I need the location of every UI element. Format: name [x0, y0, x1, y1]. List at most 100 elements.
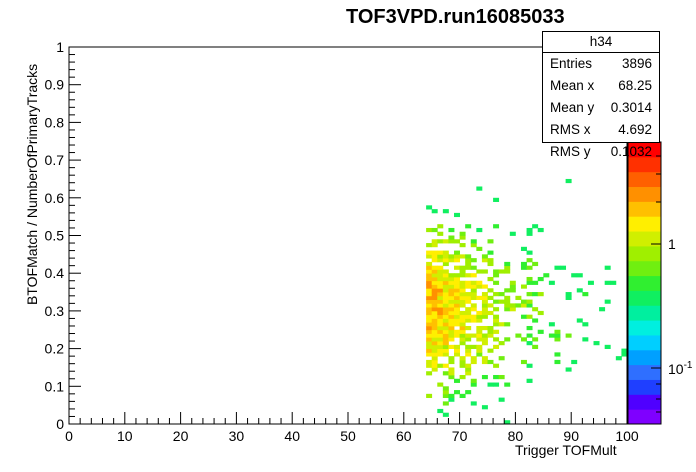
histogram-bin [454, 344, 460, 349]
histogram-bin [448, 299, 455, 304]
histogram-bin [526, 299, 533, 304]
histogram-bin [426, 307, 433, 312]
histogram-bin [431, 367, 438, 372]
histogram-bin [437, 250, 444, 255]
histogram-bin [470, 378, 477, 383]
histogram-bin [426, 371, 433, 376]
histogram-bin [426, 284, 433, 289]
histogram-bin [459, 269, 466, 274]
histogram-bin [442, 288, 449, 293]
histogram-bin [481, 333, 488, 338]
histogram-bin [431, 299, 438, 304]
histogram-bin [520, 261, 527, 267]
histogram-bin [470, 239, 477, 244]
histogram-bin [431, 280, 438, 285]
histogram-bin [431, 209, 438, 214]
histogram-bin [448, 371, 455, 376]
histogram-bin [487, 382, 494, 387]
histogram-bin [459, 288, 466, 293]
histogram-bin [459, 393, 466, 399]
x-axis-label: Trigger TOFMult [515, 442, 617, 458]
histogram-bin [442, 329, 449, 334]
histogram-bin [442, 390, 449, 395]
histogram-bin [493, 224, 500, 229]
histogram-bin [448, 318, 455, 323]
histogram-bin [504, 269, 511, 274]
histogram-bin [548, 333, 555, 338]
histogram-bin [431, 310, 438, 316]
stats-row-mean-y: Mean y 0.3014 [543, 97, 659, 119]
histogram-bin [476, 295, 483, 300]
histogram-bin [526, 250, 533, 255]
histogram-bin [437, 363, 444, 368]
histogram-bin [431, 356, 438, 361]
palette-swatch [628, 334, 661, 351]
histogram-bin [431, 284, 438, 289]
histogram-bin [454, 390, 460, 395]
histogram-bin [476, 284, 483, 289]
histogram-bin [426, 295, 433, 300]
histogram-bin [487, 348, 494, 353]
histogram-bin [454, 276, 460, 282]
x-tick-label: 20 [173, 428, 189, 444]
histogram-bin [431, 307, 438, 312]
histogram-bin [442, 284, 449, 289]
histogram-bin [448, 295, 455, 300]
histogram-bin [476, 280, 483, 285]
histogram-bin [504, 382, 511, 387]
histogram-bin [442, 337, 449, 342]
histogram-bin [520, 299, 527, 304]
histogram-bin [526, 231, 533, 236]
histogram-bin [526, 258, 533, 263]
histogram-bin [459, 318, 466, 323]
histogram-bin [487, 329, 494, 334]
histogram-bin [437, 276, 444, 282]
histogram-bin [470, 288, 477, 293]
histogram-bin [459, 235, 466, 240]
histogram-bin [431, 295, 438, 300]
histogram-bin [532, 224, 539, 229]
histogram-bin [442, 348, 449, 353]
x-tick-label: 30 [229, 428, 245, 444]
histogram-bin [526, 276, 533, 282]
histogram-bin [493, 292, 500, 297]
histogram-bin [487, 258, 494, 263]
histogram-bin [465, 280, 472, 285]
histogram-bin [437, 265, 444, 270]
histogram-bin [442, 412, 449, 417]
histogram-bin [481, 405, 488, 410]
histogram-bin [459, 322, 466, 327]
histogram-bin [481, 310, 488, 316]
histogram-bin [604, 344, 611, 349]
z-tick-label: 10-1 [668, 360, 693, 377]
histogram-bin [426, 299, 433, 304]
histogram-bin [431, 269, 438, 274]
histogram-bin [476, 348, 483, 353]
histogram-bin [470, 382, 477, 387]
histogram-bin [509, 307, 516, 312]
palette-swatch [628, 186, 661, 202]
y-tick-label: 0.5 [45, 228, 65, 244]
histogram-bin [437, 269, 444, 274]
histogram-bin [448, 344, 455, 349]
histogram-bin [448, 273, 455, 278]
histogram-bin [487, 250, 494, 255]
histogram-bin [442, 333, 449, 338]
histogram-bin [459, 356, 466, 361]
histogram-bin [476, 333, 483, 338]
histogram-bin [437, 299, 444, 304]
stats-label: RMS x [550, 122, 591, 137]
histogram-bin [442, 310, 449, 316]
histogram-bin [526, 280, 533, 285]
histogram-bin [498, 292, 505, 297]
histogram-bin [470, 359, 477, 365]
histogram-bin [571, 359, 578, 365]
histogram-bin [504, 295, 511, 300]
histogram-bin [426, 363, 433, 368]
histogram-bin [481, 374, 488, 380]
histogram-bin [454, 303, 460, 308]
histogram-bin [448, 322, 455, 327]
histogram-bin [526, 333, 533, 338]
histogram-bin [459, 374, 466, 380]
histogram-bin [431, 352, 438, 357]
